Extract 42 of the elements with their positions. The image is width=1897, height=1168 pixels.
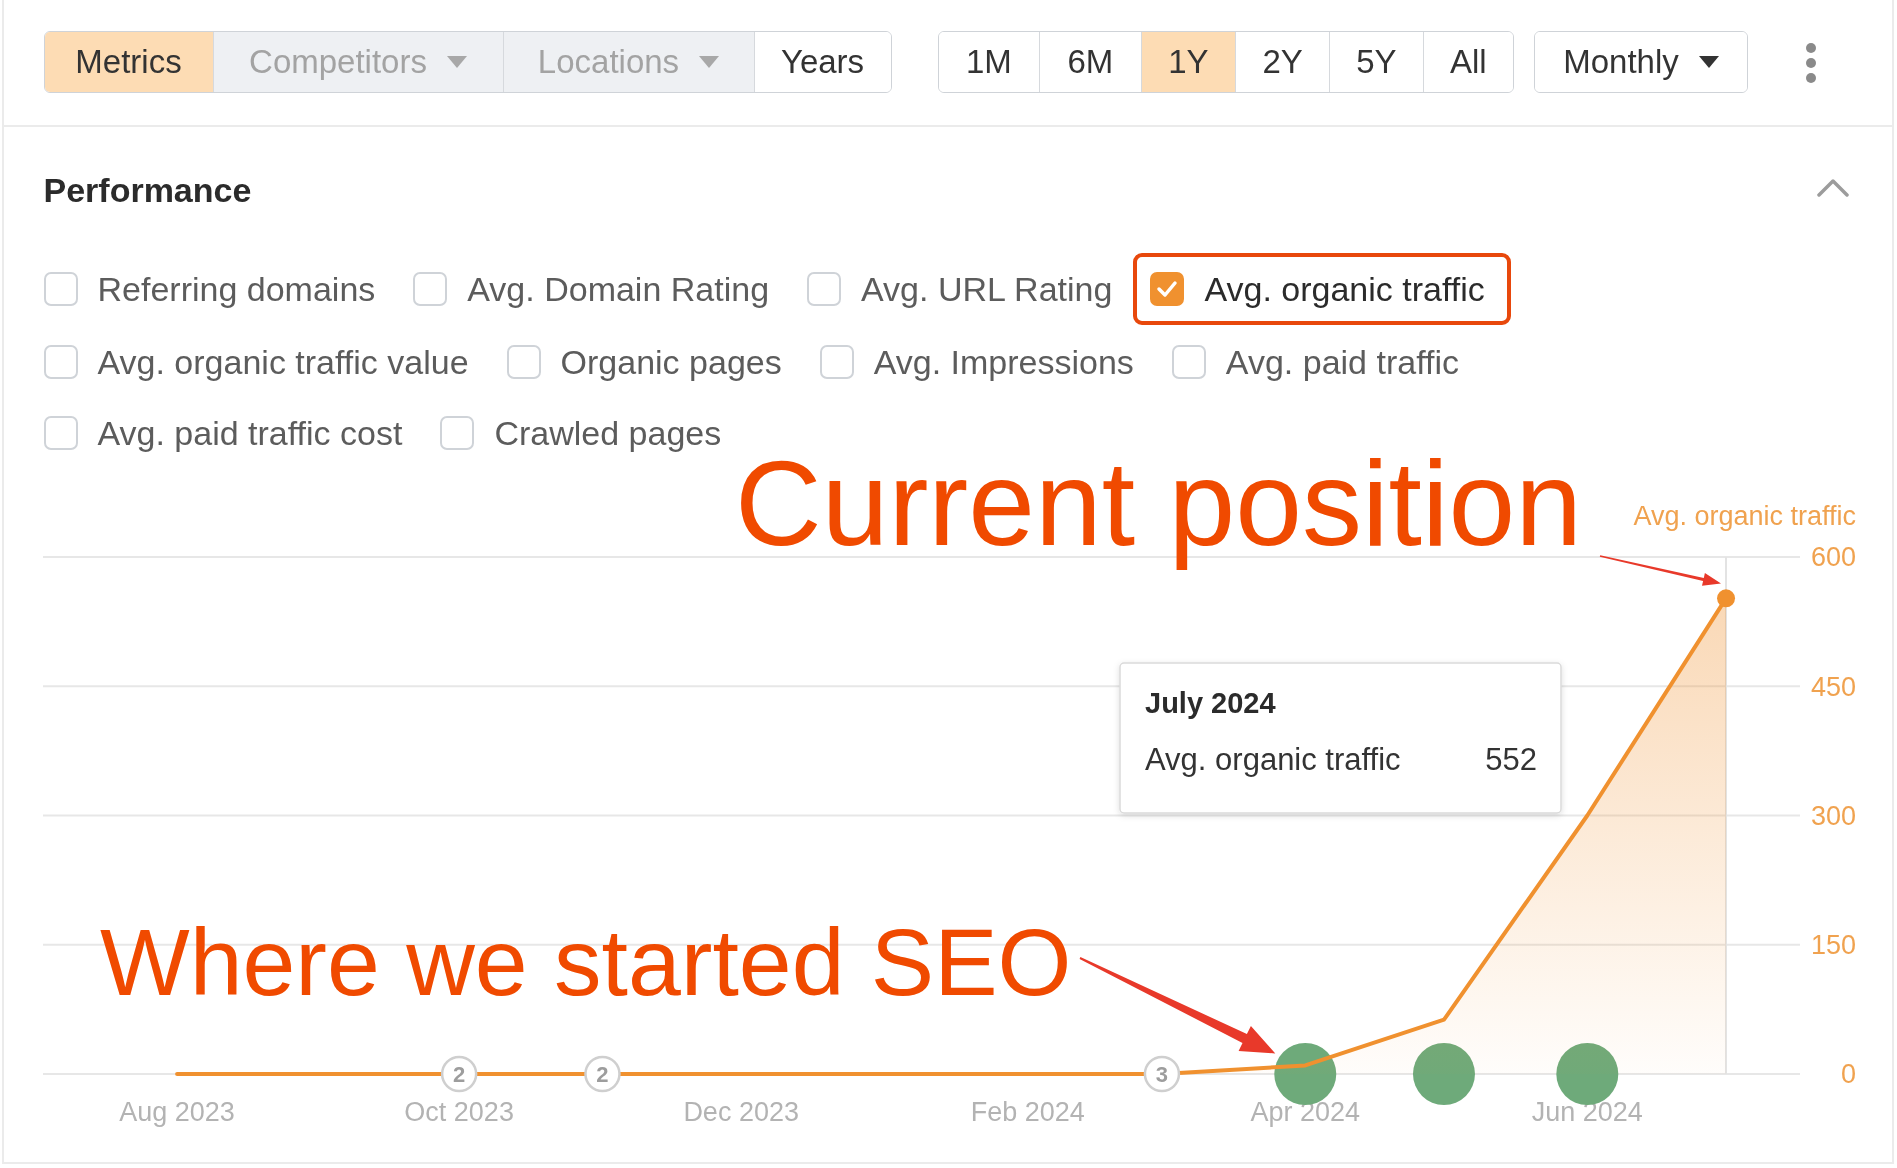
annotation: Where we started SEO <box>100 909 1072 1015</box>
text: Referring domains <box>97 269 376 309</box>
text: Avg. organic traffic value <box>97 342 469 382</box>
x-tick-label: Oct 2023 <box>404 1097 514 1127</box>
x-tick-label: Dec 2023 <box>683 1097 799 1127</box>
x-tick-label: Feb 2024 <box>970 1097 1085 1127</box>
dropdown-button: Monthly <box>1535 32 1747 92</box>
annotation: 3 <box>1155 1061 1169 1087</box>
y-tick-label: 300 <box>1810 800 1856 831</box>
count-badge: 2 <box>440 1055 478 1093</box>
text: Avg. Impressions <box>873 342 1134 382</box>
tooltip: July 2024 Avg. organic traffic 552 <box>1119 662 1562 814</box>
annotation: Current position <box>735 436 1583 570</box>
x-tick-label: Apr 2024 <box>1250 1097 1361 1127</box>
y-tick-label: 450 <box>1810 671 1856 702</box>
annotation: 2 <box>596 1061 609 1087</box>
text: Avg. URL Rating <box>861 269 1113 309</box>
count-badge: 3 <box>1143 1055 1181 1093</box>
y-axis-title: Avg. organic traffic <box>1633 501 1856 531</box>
toggle-button: Years <box>753 32 891 92</box>
count-badge: 2 <box>584 1055 621 1093</box>
text: Avg. Domain Rating <box>467 269 770 309</box>
toggle-button: Metrics <box>44 32 213 92</box>
text: Crawled pages <box>494 413 722 453</box>
annotation: 2 <box>453 1061 466 1087</box>
y-tick-label: 0 <box>1840 1059 1856 1090</box>
annotation: 552 <box>1485 742 1537 777</box>
text: Avg. organic traffic <box>1204 269 1485 309</box>
dropdown-button: Competitors <box>212 32 503 92</box>
y-tick-label: 600 <box>1810 542 1856 573</box>
toggle-button: All <box>1422 32 1514 92</box>
x-tick-label: Aug 2023 <box>119 1097 235 1127</box>
x-tick-label: Jun 2024 <box>1531 1097 1643 1127</box>
toggle-button: 1Y <box>1140 32 1236 92</box>
chart-title: Performance <box>43 170 252 210</box>
text: Avg. paid traffic cost <box>97 413 403 453</box>
y-tick-label: 150 <box>1810 930 1856 961</box>
text: Organic pages <box>560 342 782 382</box>
annotation: July 2024 <box>1145 687 1276 719</box>
text: Avg. paid traffic <box>1225 342 1459 382</box>
annotation: Avg. organic traffic <box>1145 742 1401 777</box>
dropdown-button: Locations <box>502 32 754 92</box>
